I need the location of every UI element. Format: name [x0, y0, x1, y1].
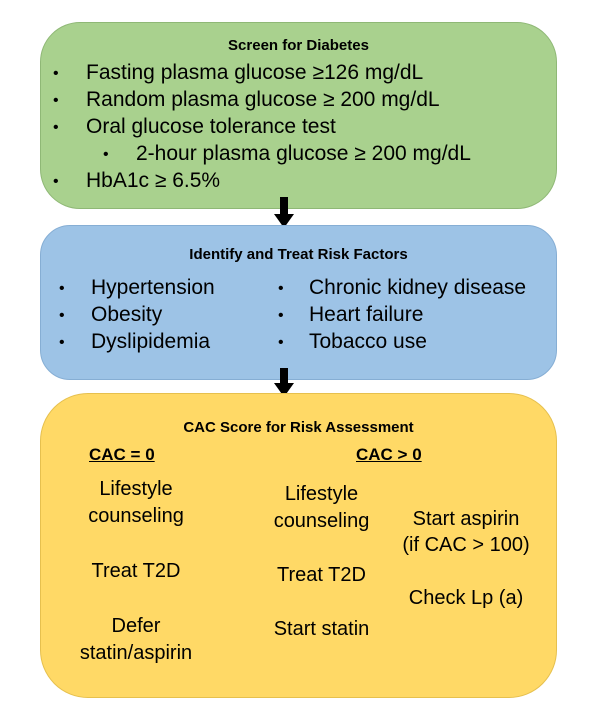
screen-item-hba1c: HbA1c ≥ 6.5%: [86, 169, 221, 192]
cac-pos-aspirin-note: (if CAC > 100): [402, 534, 530, 556]
down-arrow-icon: [280, 368, 288, 386]
risk-item-ckd: Chronic kidney disease: [309, 276, 527, 299]
screen-item-random: Random plasma glucose ≥ 200 mg/dL: [86, 88, 440, 111]
bullet-icon: •: [53, 119, 59, 136]
cac-pos-check-lpa: Check Lp (a): [408, 587, 524, 609]
screen-item-ogtt: Oral glucose tolerance test: [86, 115, 336, 138]
bullet-icon: •: [103, 146, 109, 163]
screen-item-2hour: 2-hour plasma glucose ≥ 200 mg/dL: [136, 142, 471, 165]
cac-zero-treat-t2d: Treat T2D: [91, 560, 181, 582]
bullet-icon: •: [278, 280, 284, 297]
screen-item-fasting: Fasting plasma glucose ≥126 mg/dL: [86, 61, 424, 84]
bullet-icon: •: [53, 173, 59, 190]
cac-positive-header: CAC > 0: [356, 445, 422, 464]
bullet-icon: •: [59, 334, 65, 351]
cac-pos-lifestyle: Lifestyle counseling: [273, 483, 370, 532]
bullet-icon: •: [278, 334, 284, 351]
risk-item-dyslipidemia: Dyslipidemia: [91, 330, 211, 353]
cac-pos-treat-t2d: Treat T2D: [277, 564, 366, 586]
bullet-icon: •: [59, 307, 65, 324]
screen-title: Screen for Diabetes: [228, 37, 369, 54]
bullet-icon: •: [278, 307, 284, 324]
risk-item-heart-failure: Heart failure: [309, 303, 424, 326]
risk-factors-box: Identify and Treat Risk Factors • Hypert…: [40, 225, 557, 380]
down-arrow-icon: [280, 197, 288, 217]
bullet-icon: •: [53, 92, 59, 109]
cac-pos-start-aspirin: Start aspirin: [412, 508, 520, 530]
cac-zero-defer: Defer statin/aspirin: [79, 615, 193, 664]
bullet-icon: •: [59, 280, 65, 297]
cac-pos-start-statin: Start statin: [273, 618, 370, 640]
risk-item-tobacco: Tobacco use: [309, 330, 427, 353]
risk-title: Identify and Treat Risk Factors: [189, 246, 408, 263]
cac-title: CAC Score for Risk Assessment: [183, 419, 414, 436]
cac-zero-lifestyle: Lifestyle counseling: [88, 478, 184, 527]
risk-item-hypertension: Hypertension: [91, 276, 215, 299]
arrowhead-icon: [274, 214, 294, 228]
risk-item-obesity: Obesity: [91, 303, 163, 326]
cac-score-box: CAC Score for Risk Assessment CAC = 0 CA…: [40, 393, 557, 698]
bullet-icon: •: [53, 65, 59, 82]
screen-for-diabetes-box: Screen for Diabetes • Fasting plasma glu…: [40, 22, 557, 209]
cac-zero-header: CAC = 0: [89, 445, 155, 464]
